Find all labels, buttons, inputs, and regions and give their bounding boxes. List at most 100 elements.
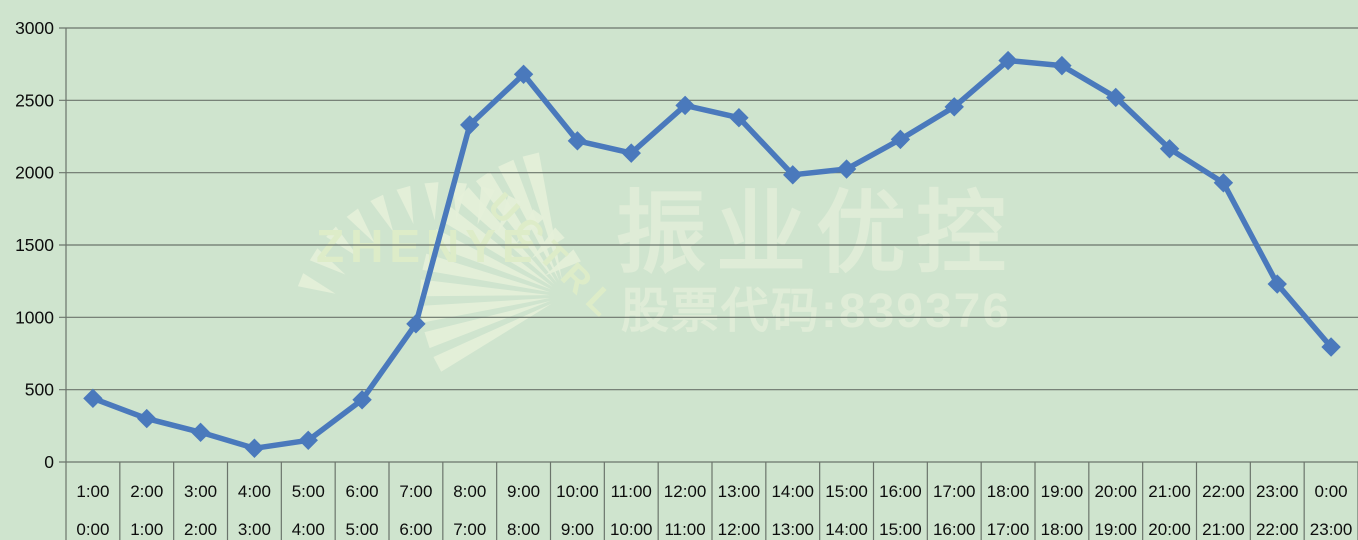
x-axis-label-end-time: 20:00 <box>1094 482 1137 501</box>
x-axis-label-start-time: 11:00 <box>664 520 705 539</box>
watermark-brand-text: 振业优控 <box>616 184 1016 284</box>
x-axis-label-end-time: 3:00 <box>184 482 217 501</box>
watermark-ray <box>424 300 551 349</box>
data-point-marker <box>513 64 534 85</box>
watermark-ray <box>346 208 375 244</box>
watermark-ray <box>309 248 346 275</box>
watermark-ray <box>532 227 565 259</box>
watermark-ray <box>498 159 560 282</box>
watermark-ray <box>433 303 552 372</box>
watermark-ray <box>424 182 439 221</box>
x-axis-label-start-time: 23:00 <box>1310 520 1353 539</box>
y-axis-tick-label: 2000 <box>15 163 54 183</box>
data-point-marker <box>836 159 857 179</box>
watermark-ray <box>326 226 359 258</box>
x-axis-label-end-time: 5:00 <box>292 482 325 501</box>
data-point-marker <box>998 50 1018 71</box>
x-axis-label-start-time: 6:00 <box>399 520 432 539</box>
watermark-ray <box>429 229 552 290</box>
series-line <box>90 57 1334 452</box>
x-axis-label-end-time: 18:00 <box>987 482 1030 501</box>
x-axis-label-end-time: 21:00 <box>1148 482 1191 501</box>
x-axis-label-start-time: 21:00 <box>1202 520 1245 539</box>
x-axis-label-start-time: 22:00 <box>1256 520 1299 539</box>
x-axis-label-start-time: 16:00 <box>933 520 976 539</box>
y-axis-tick-label: 3000 <box>15 18 54 38</box>
x-axis-label-end-time: 11:00 <box>611 482 652 501</box>
x-axis-label-start-time: 10:00 <box>610 520 653 539</box>
x-axis-label-end-time: 22:00 <box>1202 482 1245 501</box>
data-point-marker <box>675 95 695 116</box>
y-axis-tick-label: 0 <box>44 452 54 472</box>
watermark-stock-code-text: 股票代码:839376 <box>621 285 1011 338</box>
x-axis-label-end-time: 1:00 <box>76 482 109 501</box>
x-axis-label-end-time: 17:00 <box>933 482 976 501</box>
data-point-marker <box>137 408 157 429</box>
x-axis-label-start-time: 8:00 <box>507 520 540 539</box>
data-point-marker <box>352 390 372 410</box>
data-point-marker <box>1106 87 1126 108</box>
x-axis-label-start-time: 13:00 <box>771 520 814 539</box>
watermark-ray <box>370 194 394 232</box>
x-axis-label-start-time: 2:00 <box>184 520 217 539</box>
x-axis-label-end-time: 9:00 <box>507 482 540 501</box>
x-axis-label-start-time: 7:00 <box>453 520 486 539</box>
y-axis-tick-label: 1500 <box>15 235 54 255</box>
x-axis-label-end-time: 23:00 <box>1256 482 1299 501</box>
x-axis-label-start-time: 0:00 <box>76 520 109 539</box>
x-axis-label-start-time: 14:00 <box>825 520 868 539</box>
x-axis-label-start-time: 19:00 <box>1094 520 1137 539</box>
x-axis-label-start-time: 12:00 <box>718 520 761 539</box>
x-axis-label-end-time: 13:00 <box>718 482 761 501</box>
data-point-marker <box>1213 173 1234 193</box>
watermark-ray <box>475 171 557 283</box>
x-axis-label-start-time: 1:00 <box>130 520 163 539</box>
x-axis-label-start-time: 3:00 <box>238 520 271 539</box>
x-axis-label-end-time: 0:00 <box>1315 482 1348 501</box>
data-point-marker <box>621 143 641 163</box>
data-point-marker <box>1159 139 1180 159</box>
data-point-marker <box>783 165 803 185</box>
watermark-logo-zhenye-text: ZHENYE <box>316 220 539 272</box>
data-point-marker <box>406 314 426 334</box>
watermark-ray <box>441 206 553 287</box>
x-axis-label-end-time: 10:00 <box>556 482 599 501</box>
watermark-ray <box>420 279 550 297</box>
data-point-marker <box>83 388 103 409</box>
watermark-logo-rays <box>297 152 581 372</box>
x-axis-label-end-time: 4:00 <box>238 482 271 501</box>
data-point-marker <box>729 107 749 128</box>
watermark-ray <box>297 273 336 294</box>
x-axis-label-start-time: 15:00 <box>879 520 922 539</box>
data-point-marker <box>1267 274 1287 294</box>
x-axis-label-start-time: 9:00 <box>561 520 594 539</box>
x-axis-label-start-time: 4:00 <box>292 520 325 539</box>
x-axis-label-start-time: 20:00 <box>1148 520 1191 539</box>
watermark-ray <box>422 253 551 293</box>
y-axis-tick-label: 2500 <box>15 90 54 110</box>
x-axis-label-start-time: 17:00 <box>987 520 1030 539</box>
data-point-marker <box>567 131 588 151</box>
x-axis-label-start-time: 18:00 <box>1041 520 1084 539</box>
data-point-marker <box>1321 337 1341 357</box>
x-axis-label-end-time: 6:00 <box>346 482 379 501</box>
data-point-marker <box>890 129 911 150</box>
data-point-marker <box>190 422 211 443</box>
x-axis-label-end-time: 12:00 <box>664 482 707 501</box>
data-point-marker <box>460 115 480 135</box>
watermark-ray <box>456 187 555 285</box>
x-axis-label-end-time: 2:00 <box>130 482 163 501</box>
data-point-marker <box>298 430 318 451</box>
x-axis-label-end-time: 14:00 <box>771 482 814 501</box>
watermark-ray <box>522 152 563 281</box>
data-point-marker <box>944 97 964 117</box>
data-point-marker <box>244 438 265 458</box>
x-axis-label-end-time: 7:00 <box>399 482 432 501</box>
data-point-marker <box>1052 55 1072 76</box>
x-axis-label-end-time: 8:00 <box>453 482 486 501</box>
x-axis-label-end-time: 16:00 <box>879 482 922 501</box>
x-axis-label-end-time: 15:00 <box>825 482 868 501</box>
watermark-ray <box>420 298 551 323</box>
